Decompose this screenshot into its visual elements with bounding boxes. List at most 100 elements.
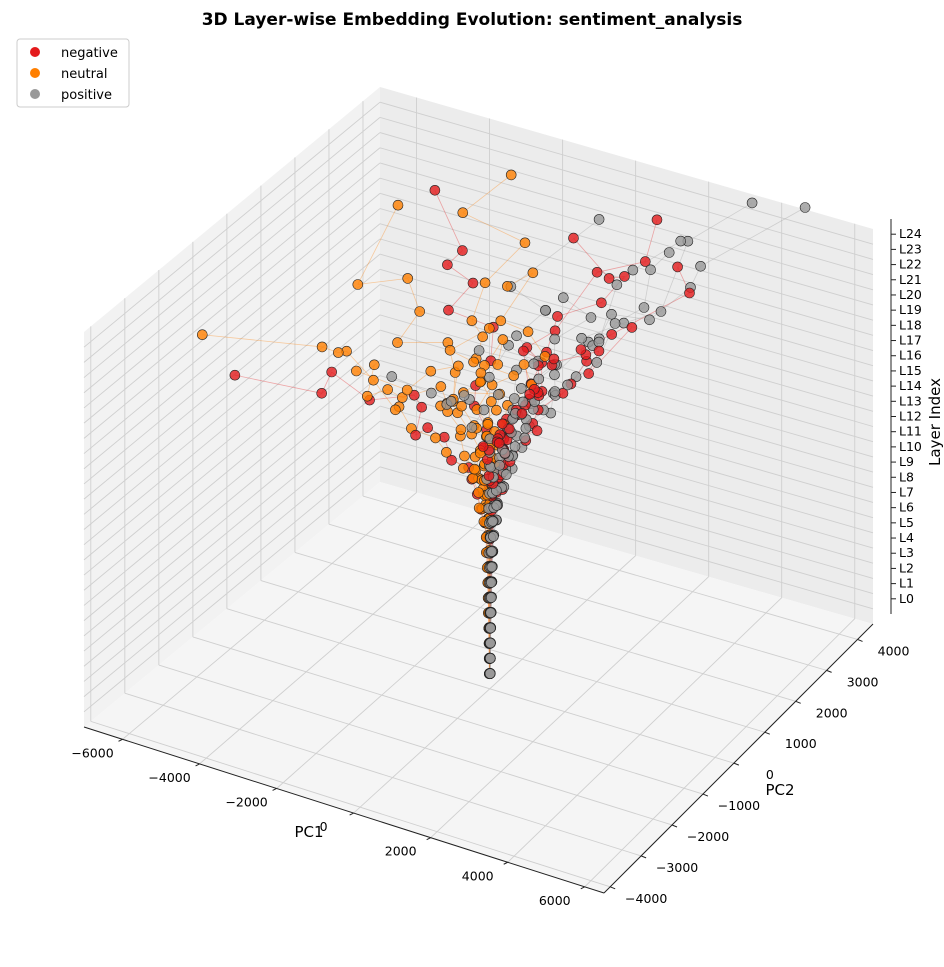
point-negative bbox=[606, 329, 618, 340]
point-negative bbox=[531, 425, 543, 437]
x-tick-label: −2000 bbox=[225, 794, 267, 809]
point-positive bbox=[509, 393, 520, 404]
point-positive bbox=[485, 592, 497, 603]
point-positive bbox=[486, 561, 498, 573]
point-negative bbox=[626, 322, 638, 333]
y-tick-label: −2000 bbox=[687, 829, 729, 844]
legend-label-positive: positive bbox=[61, 88, 112, 103]
z-tick-label: L8 bbox=[899, 469, 914, 484]
point-neutral bbox=[392, 199, 404, 211]
x-tick-label: 0 bbox=[320, 819, 328, 834]
point-negative bbox=[684, 287, 695, 299]
point-neutral bbox=[459, 450, 470, 462]
point-positive bbox=[492, 389, 504, 400]
y-grid-floor bbox=[260, 580, 765, 733]
trajectory-segment bbox=[510, 286, 546, 311]
point-negative bbox=[583, 368, 595, 379]
trajectory-segment bbox=[556, 345, 593, 366]
trajectory-segment bbox=[202, 334, 323, 348]
trajectory-segment bbox=[660, 241, 689, 312]
point-negative bbox=[591, 266, 603, 278]
point-positive bbox=[458, 390, 470, 401]
z-tick-label: L24 bbox=[899, 226, 922, 241]
point-positive bbox=[500, 469, 512, 480]
z-tick-label: L15 bbox=[899, 363, 922, 378]
point-positive bbox=[487, 515, 499, 527]
point-negative bbox=[229, 369, 241, 381]
point-negative bbox=[548, 353, 560, 365]
trajectory-segment bbox=[448, 282, 474, 311]
point-neutral bbox=[392, 337, 403, 348]
point-neutral bbox=[474, 376, 486, 388]
z-grid-back bbox=[379, 177, 874, 321]
point-positive bbox=[611, 279, 623, 291]
point-neutral bbox=[402, 273, 414, 284]
z-tick-label: L19 bbox=[899, 302, 922, 317]
point-neutral bbox=[485, 396, 497, 407]
z-tick-label: L9 bbox=[899, 454, 914, 469]
trajectory-segment bbox=[397, 311, 421, 343]
point-positive bbox=[533, 373, 545, 385]
z-grid-left bbox=[83, 132, 381, 378]
point-neutral bbox=[495, 315, 507, 327]
trajectory-segment bbox=[554, 272, 598, 332]
point-positive bbox=[549, 369, 560, 381]
legend: negative neutral positive bbox=[16, 38, 130, 108]
trajectory-segment bbox=[471, 282, 486, 321]
z-grid-left bbox=[83, 223, 381, 470]
z-grid-left bbox=[83, 314, 381, 561]
z-grid-back bbox=[379, 116, 874, 260]
trajectory-segment bbox=[632, 240, 681, 271]
point-neutral bbox=[425, 365, 437, 377]
point-positive bbox=[473, 345, 485, 356]
point-negative bbox=[593, 345, 605, 357]
legend-label-negative: negative bbox=[61, 46, 118, 61]
point-positive bbox=[445, 395, 457, 407]
point-neutral bbox=[508, 370, 520, 382]
point-neutral bbox=[491, 404, 502, 416]
y-tick-mark bbox=[609, 886, 616, 890]
x-axis-label: PC1 bbox=[294, 823, 323, 841]
point-negative bbox=[596, 297, 607, 309]
z-tick-label: L1 bbox=[899, 576, 914, 591]
y-grid-floor bbox=[294, 551, 796, 702]
point-negative bbox=[639, 256, 651, 267]
z-grid-back bbox=[379, 162, 874, 306]
point-negative bbox=[446, 454, 457, 466]
trajectory-segment bbox=[644, 219, 658, 262]
point-positive bbox=[520, 422, 532, 434]
trajectory-segment bbox=[234, 374, 322, 394]
point-positive bbox=[478, 404, 490, 416]
point-positive bbox=[644, 314, 655, 326]
z-tick-label: L16 bbox=[899, 348, 922, 363]
grid-lines bbox=[83, 97, 874, 888]
z-tick-label: L14 bbox=[899, 378, 922, 393]
trajectory-segment bbox=[516, 310, 546, 337]
point-negative bbox=[651, 214, 663, 226]
z-grid-left bbox=[83, 375, 381, 622]
legend-label-neutral: neutral bbox=[61, 67, 108, 82]
trajectory-segment bbox=[500, 272, 534, 322]
trajectory-segment bbox=[407, 278, 421, 312]
point-neutral bbox=[456, 400, 467, 412]
point-neutral bbox=[455, 424, 467, 435]
point-positive bbox=[485, 622, 496, 634]
z-tick-label: L5 bbox=[899, 515, 914, 530]
point-positive bbox=[627, 264, 639, 276]
z-grid-left bbox=[83, 117, 381, 363]
point-neutral bbox=[518, 359, 530, 370]
z-grid-back bbox=[379, 147, 874, 291]
y-tick-mark bbox=[702, 793, 709, 797]
y-tick-mark bbox=[764, 731, 770, 735]
z-grid-left bbox=[83, 268, 381, 515]
z-tick-label: L2 bbox=[899, 560, 914, 575]
y-tick-label: −4000 bbox=[625, 891, 667, 906]
point-neutral bbox=[527, 267, 539, 279]
x-tick-label: 6000 bbox=[539, 893, 571, 908]
z-grid-back bbox=[379, 314, 874, 458]
trajectory-segment bbox=[649, 287, 691, 321]
point-neutral bbox=[368, 374, 379, 386]
y-grid-floor bbox=[362, 495, 858, 640]
point-neutral bbox=[482, 418, 494, 430]
